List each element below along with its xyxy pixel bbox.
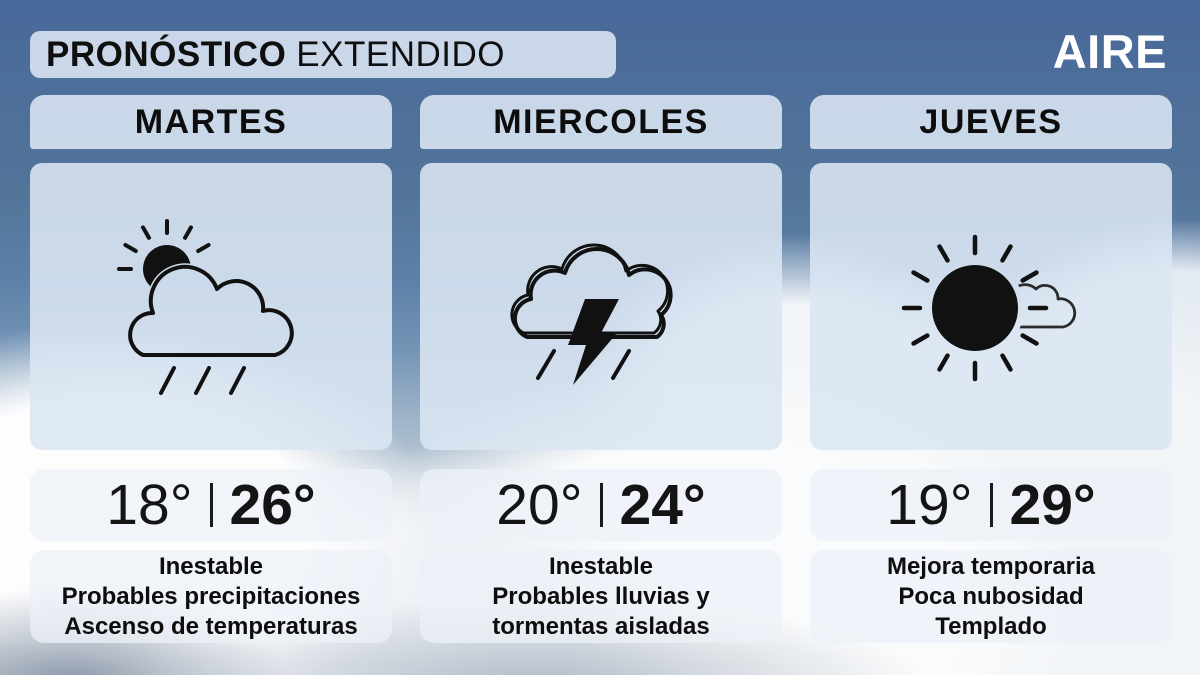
day-name-header: MARTES (30, 95, 392, 149)
description-line: Poca nubosidad (898, 582, 1084, 610)
forecast-description: Mejora temporaria Poca nubosidad Templad… (810, 550, 1172, 643)
description-line: Mejora temporaria (886, 552, 1096, 580)
description-line: Ascenso de temperaturas (64, 612, 358, 640)
temperature-row: 20° 24° (420, 469, 782, 541)
sun-small-cloud-icon (901, 234, 1077, 381)
description-line: tormentas aisladas (492, 612, 710, 640)
description-line: Inestable (548, 552, 654, 580)
description-line: Templado (935, 612, 1047, 640)
temperature-row: 18° 26° (30, 469, 392, 541)
weather-icon-box (810, 163, 1172, 450)
day-name-header: MIERCOLES (420, 95, 782, 149)
description-line: Probables lluvias y (492, 582, 710, 610)
temp-min: 19° (886, 473, 973, 537)
temp-max: 24° (619, 473, 706, 537)
brand-logo: AIRE (1052, 25, 1167, 78)
temperature-row: 19° 29° (810, 469, 1172, 541)
day-name-header: JUEVES (810, 95, 1172, 149)
temp-separator (599, 483, 603, 527)
page-title: PRONÓSTICO EXTENDIDO (30, 31, 616, 78)
description-line: Inestable (158, 552, 264, 580)
temp-min: 20° (496, 473, 583, 537)
forecast-card-jueves: JUEVES (810, 95, 1172, 643)
forecast-card-miercoles: MIERCOLES 20° 24° Inestable Probables ll… (420, 95, 782, 643)
storm-lightning-icon (510, 243, 673, 385)
temp-min: 18° (106, 473, 193, 537)
description-line: Probables precipitaciones (61, 582, 361, 610)
title-light-text: EXTENDIDO (296, 34, 505, 74)
temp-separator (209, 483, 213, 527)
weather-icon-box (30, 163, 392, 450)
weather-icon-box (420, 163, 782, 450)
forecast-description: Inestable Probables precipitaciones Asce… (30, 550, 392, 643)
forecast-card-martes: MARTES (30, 95, 392, 643)
temp-max: 29° (1009, 473, 1096, 537)
sun-behind-rain-cloud-icon (117, 218, 294, 395)
forecast-description: Inestable Probables lluvias y tormentas … (420, 550, 782, 643)
temp-max: 26° (229, 473, 316, 537)
temp-separator (989, 483, 993, 527)
title-bold-text: PRONÓSTICO (46, 34, 287, 74)
